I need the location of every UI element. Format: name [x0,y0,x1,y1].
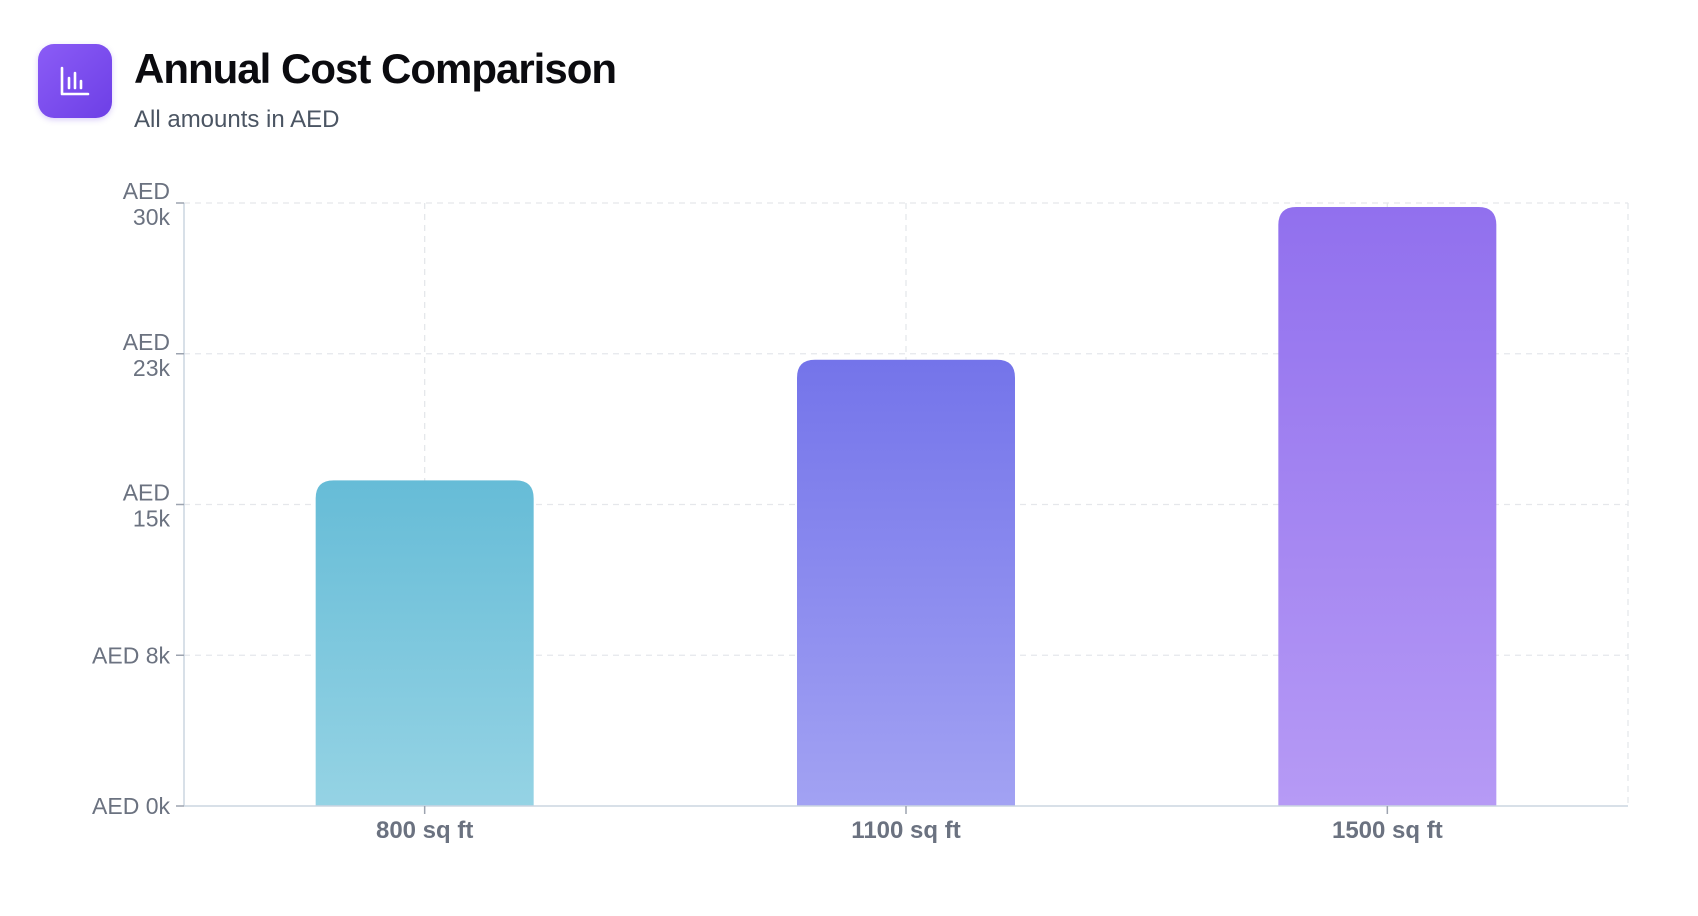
bars [315,207,1497,806]
y-tick-label: AED 0k [92,793,170,819]
axes [176,202,1628,814]
y-tick-label: AED 30k [123,178,171,230]
bar-1100-sq-ft [797,359,1015,806]
chart-subtitle: All amounts in AED [134,106,340,133]
y-tick-label: AED 23k [123,329,171,381]
chart-title: Annual Cost Comparison [134,45,617,92]
bar-1500-sq-ft [1278,207,1497,806]
x-tick-label: 1500 sq ft [1332,817,1443,844]
y-tick-label: AED 15k [123,480,171,532]
y-tick-label: AED 8k [92,642,170,668]
tick-labels: AED 0k AED 8k AED 15k AED 23k AED 30k 800 sq ft 1… [92,178,1443,844]
bar-800-sq-ft [315,480,534,806]
x-tick-label: 1100 sq ft [851,817,960,844]
x-tick-label: 800 sq ft [376,817,473,844]
bar-chart-icon [38,44,112,118]
chart-header: Annual Cost Comparison All amounts in AE… [38,44,617,134]
